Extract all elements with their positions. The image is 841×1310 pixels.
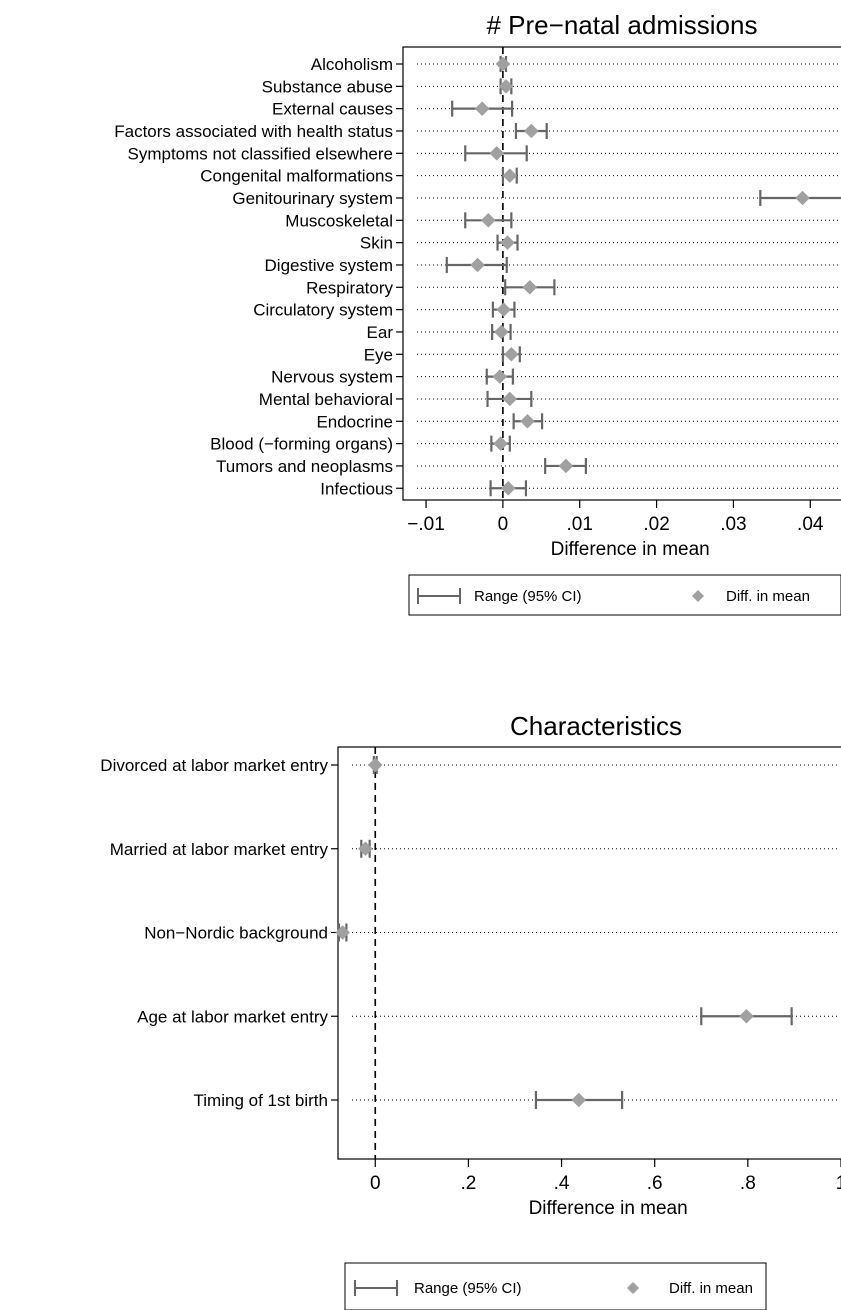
category-label: Circulatory system xyxy=(253,301,393,320)
category-label: External causes xyxy=(272,100,393,119)
category-label: Divorced at labor market entry xyxy=(100,756,328,775)
diff-in-mean-point xyxy=(523,123,539,139)
legend-point-symbol xyxy=(692,590,704,602)
x-tick-label: 0 xyxy=(370,1173,381,1194)
diff-in-mean-point xyxy=(571,1092,587,1108)
diff-in-mean-point xyxy=(494,324,509,340)
x-tick-label: .4 xyxy=(554,1173,570,1194)
category-label: Factors associated with health status xyxy=(114,122,393,141)
legend: Range (95% CI) Diff. in mean xyxy=(344,1262,767,1310)
diff-in-mean-point xyxy=(502,168,518,184)
category-label: Non−Nordic background xyxy=(144,924,328,943)
category-label: Infectious xyxy=(320,479,393,498)
category-label: Blood (−forming organs) xyxy=(210,435,393,454)
category-label: Ear xyxy=(367,323,394,342)
diff-in-mean-point xyxy=(489,145,505,161)
diff-in-mean-point xyxy=(739,1008,754,1024)
x-tick-label: 0 xyxy=(498,514,509,535)
legend-box xyxy=(408,574,841,616)
legend-ci-label: Range (95% CI) xyxy=(414,1280,522,1297)
plot-frame xyxy=(402,46,841,501)
diff-in-mean-point xyxy=(500,480,516,496)
diff-in-mean-point xyxy=(522,279,538,295)
diff-in-mean-point xyxy=(502,391,518,407)
diff-in-mean-point xyxy=(558,458,574,474)
category-label: Age at labor market entry xyxy=(137,1007,328,1026)
legend-point-label: Diff. in mean xyxy=(669,1280,753,1297)
category-label: Nervous system xyxy=(271,368,393,387)
category-label: Substance abuse xyxy=(262,77,393,96)
category-label: Congenital malformations xyxy=(200,167,393,186)
category-label: Mental behavioral xyxy=(259,390,393,409)
diff-in-mean-point xyxy=(358,841,373,857)
category-label: Genitourinary system xyxy=(232,189,393,208)
diff-in-mean-point xyxy=(520,413,535,429)
legend-point-label: Diff. in mean xyxy=(726,588,810,605)
diff-in-mean-point xyxy=(503,346,519,362)
category-label: Skin xyxy=(360,234,393,253)
x-tick-label: .8 xyxy=(740,1173,756,1194)
x-tick-label: .6 xyxy=(647,1173,663,1194)
x-axis-label: Difference in mean xyxy=(529,1198,688,1219)
category-label: Timing of 1st birth xyxy=(194,1091,328,1110)
category-label: Married at labor market entry xyxy=(110,840,329,859)
category-label: Endocrine xyxy=(316,412,393,431)
x-axis-label: Difference in mean xyxy=(551,539,710,560)
diff-in-mean-point xyxy=(795,190,810,206)
legend-box xyxy=(344,1262,767,1310)
diff-in-mean-point xyxy=(480,212,496,228)
diff-in-mean-point xyxy=(474,101,490,117)
diff-in-mean-point xyxy=(496,302,512,317)
diff-in-mean-point xyxy=(498,78,514,94)
legend-ci-label: Range (95% CI) xyxy=(474,588,582,605)
chart-title: # Pre−natal admissions xyxy=(487,10,758,40)
category-label: Tumors and neoplasms xyxy=(216,457,393,476)
legend-point-symbol xyxy=(627,1282,639,1294)
diff-in-mean-point xyxy=(470,257,485,273)
category-label: Respiratory xyxy=(306,278,393,297)
prenatal-admissions-chart: # Pre−natal admissions Alcoholism Substanc… xyxy=(114,10,841,616)
x-tick-label: .02 xyxy=(643,514,669,535)
diff-in-mean-point xyxy=(495,56,511,72)
diff-in-mean-point xyxy=(367,757,383,773)
x-tick-label: −.01 xyxy=(407,514,445,535)
chart-title: Characteristics xyxy=(510,711,682,741)
category-label: Alcoholism xyxy=(311,55,393,74)
category-label: Eye xyxy=(364,345,393,364)
category-label: Digestive system xyxy=(265,256,393,275)
diff-in-mean-point xyxy=(493,436,508,451)
x-tick-label: .03 xyxy=(720,514,746,535)
x-tick-label: 1 xyxy=(836,1173,841,1194)
legend: Range (95% CI) Diff. in mean xyxy=(408,574,841,616)
category-label: Symptoms not classified elsewhere xyxy=(127,144,393,163)
category-label: Muscoskeletal xyxy=(285,211,393,230)
x-tick-label: .04 xyxy=(797,514,824,535)
characteristics-chart: Characteristics Divorced at labor market … xyxy=(100,711,841,1310)
diff-in-mean-point xyxy=(492,369,508,384)
x-tick-label: .2 xyxy=(460,1173,476,1194)
x-tick-label: .01 xyxy=(567,514,593,535)
plot-frame xyxy=(337,746,841,1160)
diff-in-mean-point xyxy=(335,925,351,940)
diff-in-mean-point xyxy=(500,235,515,250)
